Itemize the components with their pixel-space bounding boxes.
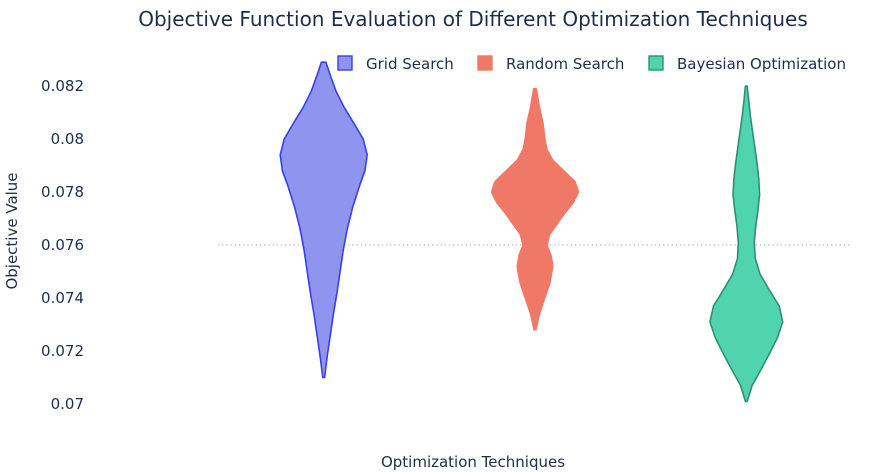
y-tick-label: 0.082	[41, 77, 84, 95]
legend-swatch	[337, 55, 353, 71]
y-tick-label: 0.076	[41, 236, 84, 254]
y-axis-ticks: 0.07 0.072 0.074 0.076 0.078 0.08 0.082	[41, 77, 84, 413]
y-tick-label: 0.072	[41, 342, 84, 360]
violin-layer	[279, 61, 784, 403]
violin-random-search	[490, 87, 580, 331]
y-axis-label: Objective Value	[3, 172, 21, 289]
legend-label: Bayesian Optimization	[677, 55, 846, 73]
legend-swatch	[648, 55, 664, 71]
legend-item-bayesian-optimization[interactable]: Bayesian Optimization	[648, 55, 846, 73]
y-tick-label: 0.078	[41, 183, 84, 201]
chart-title: Objective Function Evaluation of Differe…	[138, 7, 808, 31]
legend-label: Grid Search	[366, 55, 454, 73]
legend-swatch	[477, 55, 493, 71]
y-tick-label: 0.07	[51, 395, 84, 413]
violin-bayesian-optimization	[709, 85, 784, 403]
legend-item-random-search[interactable]: Random Search	[477, 55, 624, 73]
legend-label: Random Search	[506, 55, 624, 73]
legend-item-grid-search[interactable]: Grid Search	[337, 55, 454, 73]
y-tick-label: 0.08	[51, 130, 84, 148]
violin-grid-search	[279, 61, 368, 379]
x-axis-label: Optimization Techniques	[381, 453, 565, 471]
legend[interactable]: Grid Search Random Search Bayesian Optimiz…	[337, 55, 846, 73]
y-tick-label: 0.074	[41, 289, 84, 307]
